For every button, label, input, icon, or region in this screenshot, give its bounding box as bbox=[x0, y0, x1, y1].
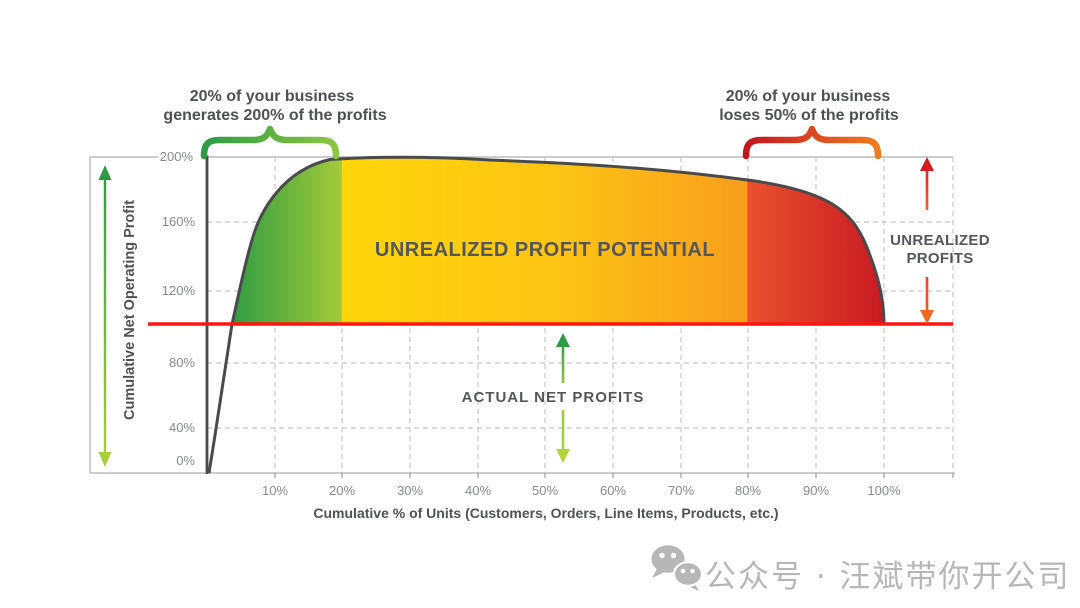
x-axis-title: Cumulative % of Units (Customers, Orders… bbox=[313, 505, 779, 521]
y-tick-40: 40% bbox=[168, 420, 195, 435]
y-range-arrow-icon bbox=[98, 165, 112, 467]
unrealized-profits-label-line1: UNREALIZED bbox=[890, 232, 990, 249]
watermark-text: 公众号 · 汪斌带你开公司 bbox=[705, 559, 1071, 595]
wechat-icon bbox=[651, 545, 704, 591]
x-tick-90: 90% bbox=[802, 483, 830, 498]
annotation-right-line2: loses 50% of the profits bbox=[719, 107, 899, 124]
x-tick-100: 100% bbox=[867, 483, 901, 498]
y-tick-0: 0% bbox=[176, 453, 195, 468]
whale-curve-line bbox=[207, 155, 886, 474]
annotation-left-line1: 20% of your business bbox=[189, 88, 355, 105]
annotation-right-line1: 20% of your business bbox=[725, 88, 891, 105]
unrealized-profits-arrow-icon bbox=[920, 157, 934, 324]
y-tick-200-text: 200% bbox=[157, 149, 195, 164]
red-brace-icon bbox=[742, 125, 882, 160]
green-brace-icon bbox=[200, 125, 340, 160]
x-tick-70: 70% bbox=[667, 483, 695, 498]
x-tick-40: 40% bbox=[464, 483, 492, 498]
y-tick-120: 120% bbox=[161, 283, 195, 298]
x-tick-50: 50% bbox=[531, 483, 559, 498]
unrealized-profit-potential-label: UNREALIZED PROFIT POTENTIAL bbox=[374, 239, 716, 261]
y-tick-80: 80% bbox=[168, 355, 195, 370]
y-tick-160: 160% bbox=[161, 214, 195, 229]
plot-frame bbox=[89, 156, 955, 474]
unrealized-profits-label-line2: PROFITS bbox=[906, 250, 974, 267]
x-tick-20: 20% bbox=[328, 483, 356, 498]
x-axis-ticks bbox=[274, 473, 954, 478]
profit-area-fill bbox=[232, 157, 884, 324]
y-axis-title: Cumulative Net Operating Profit bbox=[122, 200, 138, 420]
x-tick-60: 60% bbox=[599, 483, 627, 498]
x-tick-80: 80% bbox=[734, 483, 762, 498]
actual-net-profits-label: ACTUAL NET PROFITS bbox=[461, 389, 645, 406]
x-tick-10: 10% bbox=[261, 483, 289, 498]
annotation-left-line2: generates 200% of the profits bbox=[163, 107, 387, 124]
x-tick-30: 30% bbox=[396, 483, 424, 498]
actual-profits-arrow-icon bbox=[556, 333, 570, 463]
y-tick-200: 200% bbox=[135, 149, 195, 164]
